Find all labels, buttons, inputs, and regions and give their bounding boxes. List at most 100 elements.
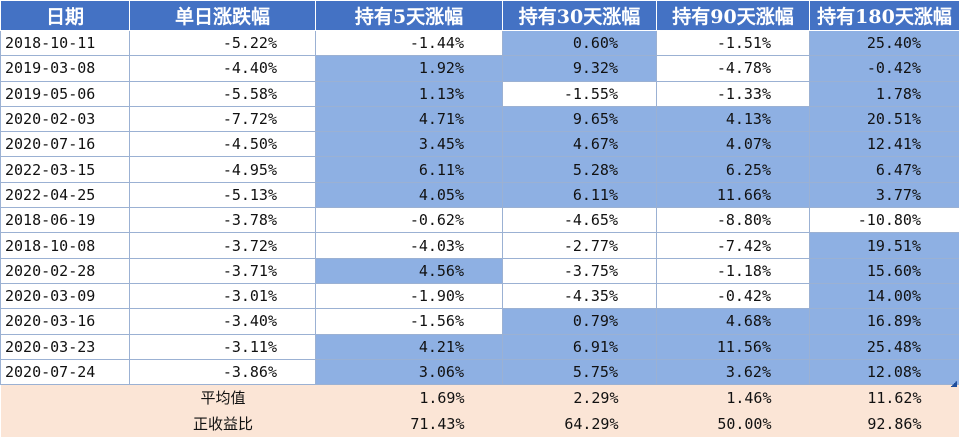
- value-cell[interactable]: 3.62%: [656, 358, 810, 386]
- date-cell[interactable]: 2018-10-08: [0, 232, 130, 259]
- value-cell[interactable]: 14.00%: [809, 282, 959, 310]
- summary-value[interactable]: 92.86%: [809, 410, 959, 437]
- summary-value[interactable]: 64.29%: [502, 410, 657, 437]
- value-cell[interactable]: 19.51%: [809, 232, 959, 259]
- value-cell[interactable]: 4.68%: [656, 308, 810, 335]
- value-cell[interactable]: -8.80%: [656, 207, 810, 234]
- value-cell[interactable]: 25.48%: [809, 333, 959, 360]
- value-cell[interactable]: 6.91%: [502, 333, 657, 360]
- value-cell[interactable]: -5.22%: [129, 29, 316, 57]
- value-cell[interactable]: 1.78%: [809, 80, 959, 107]
- value-cell[interactable]: -7.42%: [656, 232, 810, 259]
- value-cell[interactable]: -3.75%: [502, 257, 657, 284]
- date-cell[interactable]: 2020-03-16: [0, 308, 130, 335]
- value-cell[interactable]: -4.03%: [315, 232, 503, 259]
- value-cell[interactable]: 6.11%: [315, 156, 503, 183]
- value-cell[interactable]: 5.75%: [502, 358, 657, 386]
- value-cell[interactable]: 4.71%: [315, 105, 503, 133]
- value-cell[interactable]: 3.45%: [315, 131, 503, 158]
- value-cell[interactable]: -4.40%: [129, 55, 316, 82]
- date-cell[interactable]: 2020-03-23: [0, 333, 130, 360]
- column-header-daily-change[interactable]: 单日涨跌幅: [129, 0, 316, 31]
- value-cell[interactable]: -4.50%: [129, 131, 316, 158]
- value-cell[interactable]: 4.05%: [315, 181, 503, 209]
- summary-value[interactable]: 71.43%: [315, 410, 503, 437]
- value-cell[interactable]: 25.40%: [809, 29, 959, 57]
- date-cell[interactable]: 2022-03-15: [0, 156, 130, 183]
- summary-label[interactable]: 正收益比: [129, 410, 316, 437]
- value-cell[interactable]: 3.77%: [809, 181, 959, 209]
- value-cell[interactable]: -3.71%: [129, 257, 316, 284]
- value-cell[interactable]: -3.40%: [129, 308, 316, 335]
- date-cell[interactable]: 2020-02-03: [0, 105, 130, 133]
- value-cell[interactable]: -3.01%: [129, 282, 316, 310]
- value-cell[interactable]: -4.95%: [129, 156, 316, 183]
- value-cell[interactable]: -1.55%: [502, 80, 657, 107]
- value-cell[interactable]: -7.72%: [129, 105, 316, 133]
- summary-value[interactable]: 1.46%: [656, 384, 810, 411]
- value-cell[interactable]: 15.60%: [809, 257, 959, 284]
- value-cell[interactable]: 4.56%: [315, 257, 503, 284]
- column-header-date[interactable]: 日期: [0, 0, 130, 31]
- value-cell[interactable]: 12.41%: [809, 131, 959, 158]
- value-cell[interactable]: 11.56%: [656, 333, 810, 360]
- value-cell[interactable]: 20.51%: [809, 105, 959, 133]
- date-cell[interactable]: 2018-06-19: [0, 207, 130, 234]
- value-cell[interactable]: 4.67%: [502, 131, 657, 158]
- autofill-handle-icon[interactable]: [950, 381, 957, 387]
- value-cell[interactable]: 4.07%: [656, 131, 810, 158]
- value-cell[interactable]: -3.78%: [129, 207, 316, 234]
- value-cell[interactable]: -2.77%: [502, 232, 657, 259]
- date-cell[interactable]: 2022-04-25: [0, 181, 130, 209]
- value-cell[interactable]: 6.25%: [656, 156, 810, 183]
- value-cell[interactable]: -1.90%: [315, 282, 503, 310]
- date-cell[interactable]: 2020-02-28: [0, 257, 130, 284]
- value-cell[interactable]: -1.44%: [315, 29, 503, 57]
- date-cell[interactable]: 2019-03-08: [0, 55, 130, 82]
- value-cell[interactable]: -3.86%: [129, 358, 316, 386]
- column-header-90-day[interactable]: 持有90天涨幅: [656, 0, 810, 31]
- column-header-180-day[interactable]: 持有180天涨幅: [809, 0, 959, 31]
- value-cell[interactable]: -4.35%: [502, 282, 657, 310]
- value-cell[interactable]: 1.13%: [315, 80, 503, 107]
- value-cell[interactable]: 11.66%: [656, 181, 810, 209]
- value-cell[interactable]: -4.78%: [656, 55, 810, 82]
- value-cell[interactable]: 3.06%: [315, 358, 503, 386]
- summary-value[interactable]: 1.69%: [315, 384, 503, 411]
- summary-value[interactable]: 2.29%: [502, 384, 657, 411]
- date-cell[interactable]: 2020-03-09: [0, 282, 130, 310]
- value-cell[interactable]: 6.47%: [809, 156, 959, 183]
- value-cell[interactable]: -4.65%: [502, 207, 657, 234]
- column-header-5-day[interactable]: 持有5天涨幅: [315, 0, 503, 31]
- date-cell[interactable]: 2020-07-24: [0, 358, 130, 386]
- value-cell[interactable]: -1.18%: [656, 257, 810, 284]
- value-cell[interactable]: 5.28%: [502, 156, 657, 183]
- column-header-30-day[interactable]: 持有30天涨幅: [502, 0, 657, 31]
- value-cell[interactable]: 4.13%: [656, 105, 810, 133]
- date-cell[interactable]: 2018-10-11: [0, 29, 130, 57]
- value-cell[interactable]: -3.11%: [129, 333, 316, 360]
- value-cell[interactable]: 4.21%: [315, 333, 503, 360]
- value-cell[interactable]: -0.42%: [656, 282, 810, 310]
- value-cell[interactable]: 6.11%: [502, 181, 657, 209]
- value-cell[interactable]: 9.65%: [502, 105, 657, 133]
- value-cell[interactable]: 9.32%: [502, 55, 657, 82]
- value-cell[interactable]: -0.42%: [809, 55, 959, 82]
- value-cell[interactable]: -1.51%: [656, 29, 810, 57]
- summary-label[interactable]: 平均值: [129, 384, 316, 411]
- value-cell[interactable]: -1.56%: [315, 308, 503, 335]
- summary-value[interactable]: 11.62%: [809, 384, 959, 411]
- value-cell[interactable]: -10.80%: [809, 207, 959, 234]
- value-cell[interactable]: 0.79%: [502, 308, 657, 335]
- value-cell[interactable]: 16.89%: [809, 308, 959, 335]
- value-cell[interactable]: 0.60%: [502, 29, 657, 57]
- value-cell[interactable]: -5.13%: [129, 181, 316, 209]
- date-cell[interactable]: 2019-05-06: [0, 80, 130, 107]
- value-cell[interactable]: -1.33%: [656, 80, 810, 107]
- value-cell[interactable]: -5.58%: [129, 80, 316, 107]
- value-cell[interactable]: -0.62%: [315, 207, 503, 234]
- summary-value[interactable]: 50.00%: [656, 410, 810, 437]
- value-cell[interactable]: 12.08%: [809, 358, 959, 386]
- value-cell[interactable]: 1.92%: [315, 55, 503, 82]
- value-cell[interactable]: -3.72%: [129, 232, 316, 259]
